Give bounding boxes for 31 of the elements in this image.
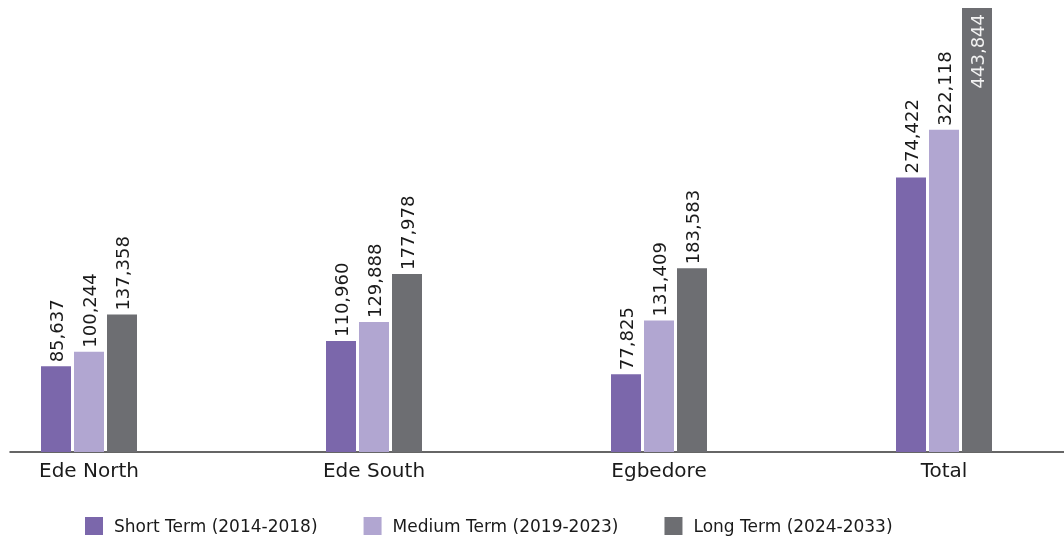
bar [896, 177, 926, 452]
bar [326, 341, 356, 452]
bar [962, 8, 992, 452]
x-tick-label: Egbedore [611, 458, 707, 482]
bar [611, 374, 641, 452]
bar [677, 268, 707, 452]
data-label: 110,960 [330, 262, 352, 337]
bar [392, 273, 422, 452]
x-tick-label: Total [919, 458, 968, 482]
bar [644, 320, 674, 452]
data-label: 137,358 [111, 236, 133, 311]
data-label: 129,888 [363, 243, 385, 319]
data-label: 85,637 [45, 299, 67, 363]
data-label: 77,825 [615, 307, 637, 371]
data-label: 274,422 [900, 99, 922, 174]
data-label: 443,844 [966, 14, 988, 89]
data-label: 183,583 [681, 189, 703, 265]
legend-label: Short Term (2014-2018) [114, 516, 318, 536]
data-label: 177,978 [396, 195, 418, 270]
legend-label: Medium Term (2019-2023) [392, 516, 619, 536]
bar [929, 129, 959, 452]
data-label: 322,118 [933, 51, 955, 126]
bar [359, 322, 389, 452]
legend-label: Long Term (2024-2033) [693, 516, 893, 536]
x-tick-label: Ede North [39, 458, 139, 482]
data-label: 100,244 [78, 273, 100, 348]
bar [41, 366, 71, 452]
data-label: 131,409 [648, 242, 670, 317]
bar [74, 351, 104, 452]
x-tick-label: Ede South [322, 458, 426, 482]
bar [107, 314, 137, 452]
